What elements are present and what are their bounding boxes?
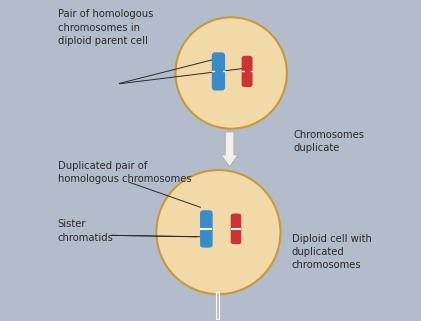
FancyBboxPatch shape bbox=[232, 214, 241, 244]
FancyBboxPatch shape bbox=[200, 211, 211, 247]
FancyBboxPatch shape bbox=[242, 56, 253, 87]
FancyBboxPatch shape bbox=[202, 211, 213, 247]
Text: Diploid cell with
duplicated
chromosomes: Diploid cell with duplicated chromosomes bbox=[292, 234, 371, 270]
FancyArrow shape bbox=[221, 132, 238, 167]
Text: Chromosomes
duplicate: Chromosomes duplicate bbox=[293, 130, 364, 153]
FancyBboxPatch shape bbox=[231, 214, 240, 244]
Text: Sister
chromatids: Sister chromatids bbox=[58, 219, 114, 243]
Ellipse shape bbox=[176, 17, 287, 129]
FancyBboxPatch shape bbox=[212, 52, 225, 91]
Text: Duplicated pair of
homologous chromosomes: Duplicated pair of homologous chromosome… bbox=[58, 160, 192, 184]
Ellipse shape bbox=[157, 170, 280, 294]
Text: Pair of homologous
chromosomes in
diploid parent cell: Pair of homologous chromosomes in diploi… bbox=[58, 9, 153, 46]
